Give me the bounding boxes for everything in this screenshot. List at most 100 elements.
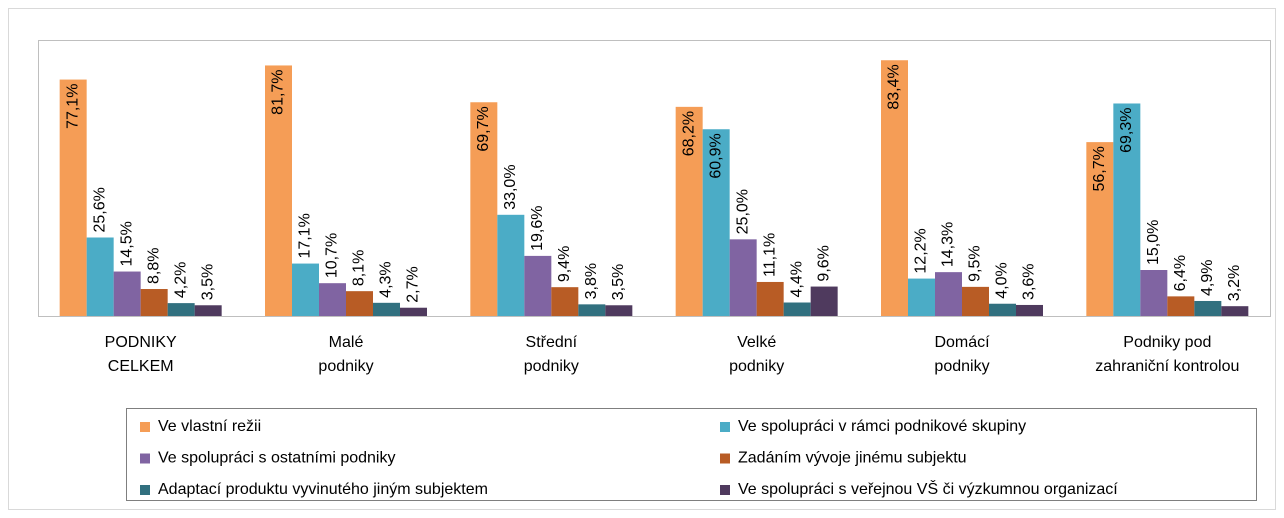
legend-label: Ve spolupráci s ostatními podniky: [158, 450, 395, 467]
data-label: 25,0%: [734, 189, 751, 234]
legend-label: Adaptací produktu vyvinutého jiným subje…: [158, 481, 488, 498]
legend-swatch: [140, 453, 150, 464]
bar: [140, 289, 168, 316]
data-label: 8,8%: [145, 248, 162, 284]
bar: [756, 281, 784, 316]
bar: [86, 237, 114, 316]
bar: [59, 79, 87, 316]
x-tick-label: Podniky pod: [1123, 334, 1211, 351]
bar: [319, 283, 346, 316]
data-label: 19,6%: [529, 206, 546, 251]
data-label: 4,2%: [172, 262, 189, 298]
bar: [578, 304, 606, 316]
data-label: 56,7%: [1091, 146, 1108, 191]
bar: [194, 305, 222, 316]
x-tick-label: podniky: [729, 358, 784, 375]
legend-swatch: [140, 422, 150, 432]
bar: [1016, 304, 1043, 316]
x-tick-label: podniky: [934, 358, 989, 375]
x-tick-label: podniky: [524, 358, 579, 375]
bar: [935, 272, 962, 316]
data-label: 60,9%: [707, 133, 724, 178]
bar: [989, 303, 1016, 316]
legend-label: Ve spolupráci s veřejnou VŠ či výzkumnou…: [738, 479, 1118, 498]
bar: [346, 291, 373, 316]
legend-swatch: [140, 485, 150, 495]
legend-swatch: [720, 422, 730, 432]
bar: [551, 287, 579, 316]
data-label: 3,5%: [199, 264, 216, 300]
data-label: 8,1%: [351, 250, 368, 286]
bar: [1140, 270, 1168, 316]
bar: [497, 214, 525, 316]
bar: [1113, 103, 1141, 316]
bar: [1167, 296, 1195, 316]
bar: [524, 255, 552, 316]
bar: [962, 286, 989, 316]
data-label: 10,7%: [324, 233, 341, 278]
x-tick-label: Domácí: [934, 334, 990, 351]
bar: [1086, 142, 1114, 316]
data-label: 15,0%: [1145, 220, 1162, 265]
data-label: 12,2%: [913, 228, 930, 273]
data-label: 2,7%: [405, 266, 422, 302]
bar: [783, 302, 811, 316]
data-label: 3,2%: [1226, 265, 1243, 301]
bar: [810, 286, 838, 316]
bar: [373, 302, 400, 316]
legend-border: [126, 408, 1257, 501]
bar: [292, 263, 319, 316]
legend-label: Ve vlastní režii: [158, 418, 261, 435]
data-label: 4,3%: [378, 261, 395, 297]
data-label: 69,7%: [475, 106, 492, 151]
data-label: 4,4%: [788, 261, 805, 297]
bar: [113, 271, 141, 316]
x-tick-label: podniky: [318, 358, 373, 375]
data-label: 81,7%: [270, 69, 287, 114]
x-tick-label: zahraniční kontrolou: [1095, 358, 1239, 375]
bar: [1194, 300, 1222, 316]
data-label: 3,5%: [610, 264, 627, 300]
bar: [265, 65, 292, 316]
data-label: 11,1%: [761, 233, 778, 277]
data-label: 83,4%: [886, 64, 903, 109]
data-label: 6,4%: [1172, 255, 1189, 291]
data-label: 14,5%: [118, 221, 135, 266]
data-label: 9,4%: [556, 246, 573, 282]
x-tick-label: CELKEM: [108, 358, 174, 375]
chart-border: [8, 8, 1276, 510]
x-tick-label: Velké: [737, 334, 776, 351]
bar: [470, 102, 498, 317]
data-label: 9,6%: [815, 245, 832, 281]
legend-label: Zadáním vývoje jinému subjektu: [738, 450, 967, 467]
data-label: 3,6%: [1021, 263, 1038, 299]
x-tick-label: Střední: [526, 334, 578, 351]
bar: [881, 60, 908, 316]
bar: [675, 106, 703, 316]
bar: [702, 129, 730, 316]
bar: [400, 307, 427, 316]
data-label: 25,6%: [91, 187, 108, 232]
bar: [1221, 306, 1249, 316]
legend-swatch: [720, 453, 730, 464]
data-label: 9,5%: [967, 245, 984, 281]
data-label: 68,2%: [680, 111, 697, 156]
data-label: 17,1%: [297, 213, 314, 258]
bar: [908, 278, 935, 316]
data-label: 69,3%: [1118, 107, 1135, 152]
data-label: 14,3%: [940, 222, 957, 267]
data-label: 4,0%: [994, 262, 1011, 298]
data-label: 77,1%: [64, 84, 81, 129]
bar: [605, 305, 633, 316]
bar: [167, 303, 195, 316]
legend-swatch: [720, 485, 730, 495]
x-tick-label: Malé: [329, 334, 364, 351]
data-label: 4,9%: [1199, 260, 1216, 296]
bar: [729, 239, 757, 316]
data-label: 3,8%: [583, 263, 600, 299]
plot-border: [38, 40, 1271, 317]
legend-label: Ve spolupráci v rámci podnikové skupiny: [738, 418, 1026, 435]
x-tick-label: PODNIKY: [105, 334, 177, 351]
data-label: 33,0%: [502, 164, 519, 209]
